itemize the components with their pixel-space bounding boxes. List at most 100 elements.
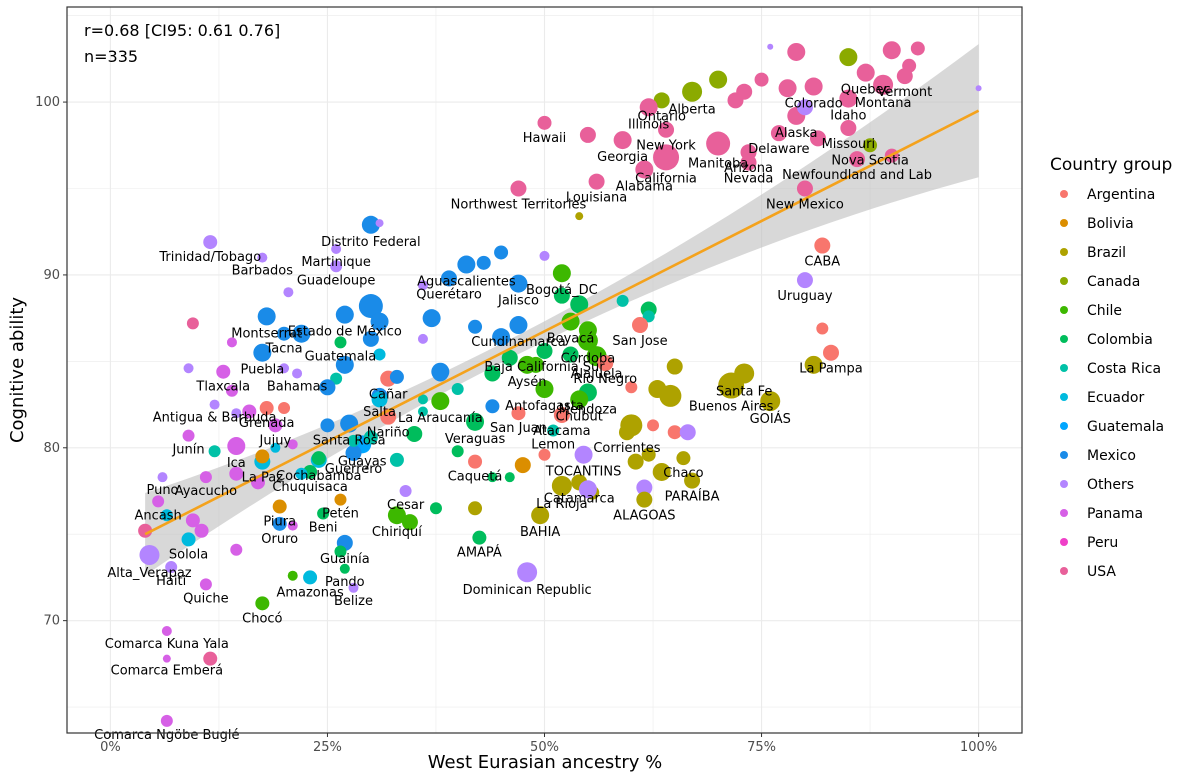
point-label: Antigua & Barbuda (153, 411, 277, 426)
data-point (727, 92, 744, 109)
data-point (636, 479, 653, 496)
data-point (330, 260, 343, 273)
legend-key (1060, 306, 1068, 314)
legend-key (1060, 335, 1068, 343)
legend-key (1060, 393, 1068, 401)
data-point (839, 48, 858, 67)
point-label: La Araucanía (398, 411, 483, 426)
data-point (787, 42, 806, 61)
point-label: Northwest Territories (451, 198, 587, 213)
point-label: New Mexico (766, 198, 844, 213)
point-label: Illinois (628, 117, 669, 132)
data-point (679, 424, 696, 441)
point-label: Grenada (239, 416, 295, 431)
data-point (229, 466, 244, 481)
data-point (531, 506, 550, 525)
data-point (162, 654, 171, 663)
point-label: Guerrero (325, 462, 383, 477)
data-point (287, 570, 298, 581)
data-point (279, 363, 290, 374)
data-point (625, 381, 638, 394)
point-label: Comarca Ngöbe Buglé (94, 728, 239, 743)
points (138, 41, 982, 727)
data-point (160, 714, 173, 727)
point-label: Petén (322, 507, 359, 522)
regression-line (144, 109, 980, 536)
point-label: La Rioja (536, 497, 588, 512)
point-label: Aysén (508, 375, 547, 390)
data-point (253, 343, 272, 362)
data-point (331, 244, 342, 254)
data-point (658, 121, 675, 138)
data-point (804, 77, 823, 96)
data-point (429, 502, 442, 515)
point-label: Newfoundland and Lab (782, 168, 932, 183)
data-point (311, 451, 326, 466)
data-point (203, 651, 218, 666)
data-point (579, 126, 596, 143)
point-label: California (635, 171, 697, 186)
data-point (910, 41, 925, 56)
y-axis: 70 80 90 100 (35, 95, 67, 629)
point-label: Bahamas (267, 379, 328, 394)
data-point (551, 475, 572, 496)
data-point (709, 70, 728, 89)
point-label: Martinique (301, 255, 371, 270)
data-point (666, 358, 683, 375)
data-point (358, 294, 383, 319)
legend-label: Costa Rica (1087, 361, 1161, 377)
data-point (538, 448, 551, 461)
data-point (208, 445, 221, 458)
point-label: Atacama (533, 424, 590, 439)
data-point (484, 365, 501, 382)
data-point (257, 252, 268, 263)
point-label: Georgia (597, 150, 648, 165)
legend-key (1060, 538, 1068, 546)
point-label: Catamarca (544, 491, 615, 506)
data-point (536, 342, 553, 359)
data-point (292, 368, 303, 379)
data-point (840, 120, 857, 136)
data-point (417, 280, 428, 291)
point-label: Oruro (261, 532, 298, 547)
data-point (796, 180, 813, 197)
data-point (975, 85, 982, 92)
data-point (181, 532, 196, 547)
data-point (272, 516, 287, 531)
point-label: Alta_Verapaz (107, 566, 191, 581)
point-label: Montserrat (231, 326, 302, 341)
point-label: Boyacá (547, 332, 595, 347)
point-label: Caquetá (448, 470, 503, 485)
point-label: Puno (146, 483, 178, 498)
data-point (362, 330, 379, 347)
point-label: Cesar (387, 498, 425, 513)
point-label: Nova Scotia (831, 153, 909, 168)
data-point (740, 154, 757, 171)
point-label: Uruguay (777, 289, 833, 304)
data-point (283, 287, 294, 298)
point-label: Guayas (338, 454, 387, 469)
data-point (468, 319, 483, 334)
y-axis-title: Cognitive ability (7, 297, 28, 443)
point-label: Quebec (841, 83, 891, 98)
data-point (257, 307, 276, 326)
data-point (856, 63, 875, 82)
data-point (472, 530, 487, 545)
x-tick-label: 75% (747, 740, 776, 755)
data-point (547, 424, 560, 437)
data-point (839, 89, 858, 108)
data-point (335, 355, 354, 374)
point-label: Tacna (264, 342, 302, 357)
point-label: Querétaro (416, 287, 482, 302)
x-tick-label: 0% (100, 740, 121, 755)
data-point (277, 326, 292, 341)
point-label: La Pampa (799, 362, 862, 377)
data-point (653, 92, 670, 109)
legend-label: Ecuador (1087, 390, 1144, 406)
legend-key (1060, 480, 1068, 488)
data-point (226, 337, 237, 348)
data-point (157, 472, 168, 483)
data-point (182, 429, 195, 442)
legend-title: Country group (1050, 155, 1172, 175)
point-label: Beni (309, 520, 338, 535)
